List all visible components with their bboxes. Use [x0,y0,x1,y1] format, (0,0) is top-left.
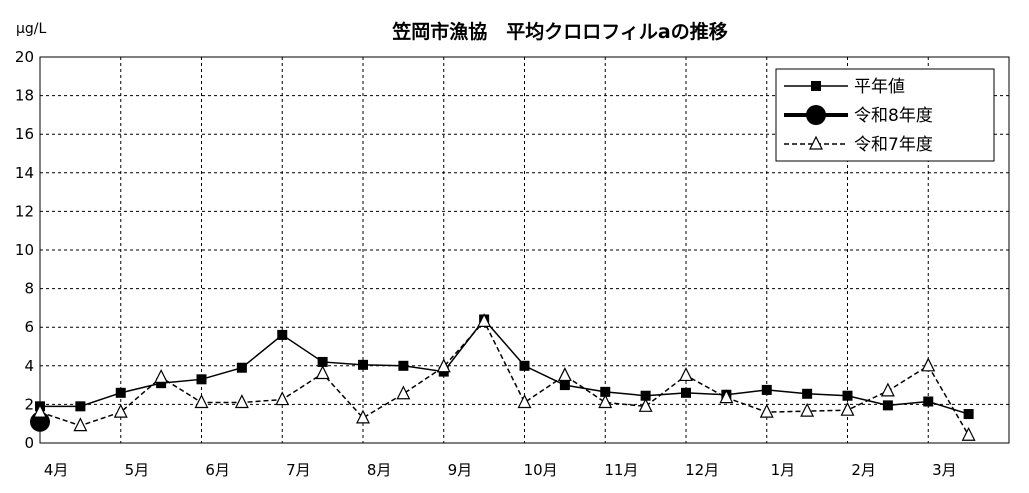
legend-label: 令和7年度 [854,135,933,155]
data-point-triangle [73,417,88,432]
data-point-triangle [194,394,209,409]
y-tick-label: 14 [15,164,34,182]
data-point-square [600,386,611,397]
x-tick-label: 10月 [524,461,558,479]
series-line [39,320,970,436]
x-tick-label: 3月 [932,461,957,479]
y-tick-label: 8 [24,280,34,298]
data-point-square [115,387,126,398]
y-tick-label: 0 [24,434,34,452]
x-tick-label: 6月 [205,461,230,479]
plot-frame [39,56,1010,444]
chart-title: 笠岡市漁協 平均クロロフィルaの推移 [391,20,727,43]
series-triangle [33,313,976,441]
y-tick-label: 2 [24,395,34,413]
y-tick-label: 16 [15,125,34,143]
x-tick-label: 4月 [44,461,69,479]
y-tick-label: 6 [24,318,34,336]
data-point-square [317,356,328,367]
grid-lines [40,57,1009,443]
data-point-triangle [598,394,613,409]
data-point-triangle [154,369,169,383]
data-point-triangle [396,385,411,400]
y-tick-label: 12 [15,202,34,220]
series-square [35,314,974,420]
data-point-triangle [961,426,976,441]
data-point-square [761,384,772,395]
data-point-triangle [880,382,895,397]
data-point-square [236,362,247,373]
x-tick-label: 9月 [448,461,473,479]
data-point-triangle [33,403,47,418]
data-point-square [277,329,288,340]
x-tick-label: 1月 [771,461,796,479]
x-tick-label: 2月 [851,461,876,479]
series-layer [30,313,976,441]
y-axis-unit: μg/L [16,21,47,37]
data-point-square [963,409,974,420]
y-tick-label: 20 [15,48,34,66]
data-point-triangle [356,409,370,424]
data-point-square [196,374,207,385]
series-line [40,318,969,415]
data-point-triangle [113,403,128,418]
data-point-triangle [921,357,936,372]
data-point-square [640,390,651,401]
data-point-triangle [477,313,492,328]
data-point-triangle [315,365,330,380]
x-tick-label: 12月 [685,461,719,479]
data-point-triangle [679,367,693,382]
data-point-triangle [557,367,572,382]
data-point-square [681,387,691,398]
data-point-triangle [719,389,734,404]
y-tick-label: 4 [24,357,34,375]
data-point-triangle [517,394,532,409]
y-tick-label: 18 [15,87,34,105]
x-tick-labels: 4月 5月 6月 7月 8月 9月 10月 11月 12月 1月 2月 3月 [44,461,957,479]
data-point-square [923,396,934,407]
y-tick-labels: 0 2 4 6 8 10 12 14 16 18 20 [15,48,34,452]
data-point-square [882,400,893,411]
data-point-triangle [436,358,451,373]
legend-label: 平年値 [854,77,905,97]
legend-marker-square [811,81,821,91]
data-point-triangle [234,394,249,409]
legend-marker-triangle [809,135,823,150]
x-tick-label: 8月 [367,461,392,479]
x-tick-label: 7月 [286,461,311,479]
data-point-triangle [275,391,290,406]
x-tick-label: 11月 [604,461,638,479]
data-point-triangle [759,403,774,418]
data-point-square [519,360,530,371]
data-point-triangle [800,402,815,417]
data-point-square [802,388,813,399]
x-tick-label: 5月 [125,461,150,479]
data-point-square [156,378,167,389]
data-point-square [398,360,409,371]
legend-marker-circle [806,105,826,125]
data-point-square [75,401,86,412]
data-point-square [358,359,368,370]
data-point-triangle [840,401,855,416]
data-point-square [559,380,570,391]
y-tick-label: 10 [15,241,34,259]
legend-label: 令和8年度 [854,106,933,126]
data-point-square [842,390,853,401]
data-point-triangle [638,397,653,412]
